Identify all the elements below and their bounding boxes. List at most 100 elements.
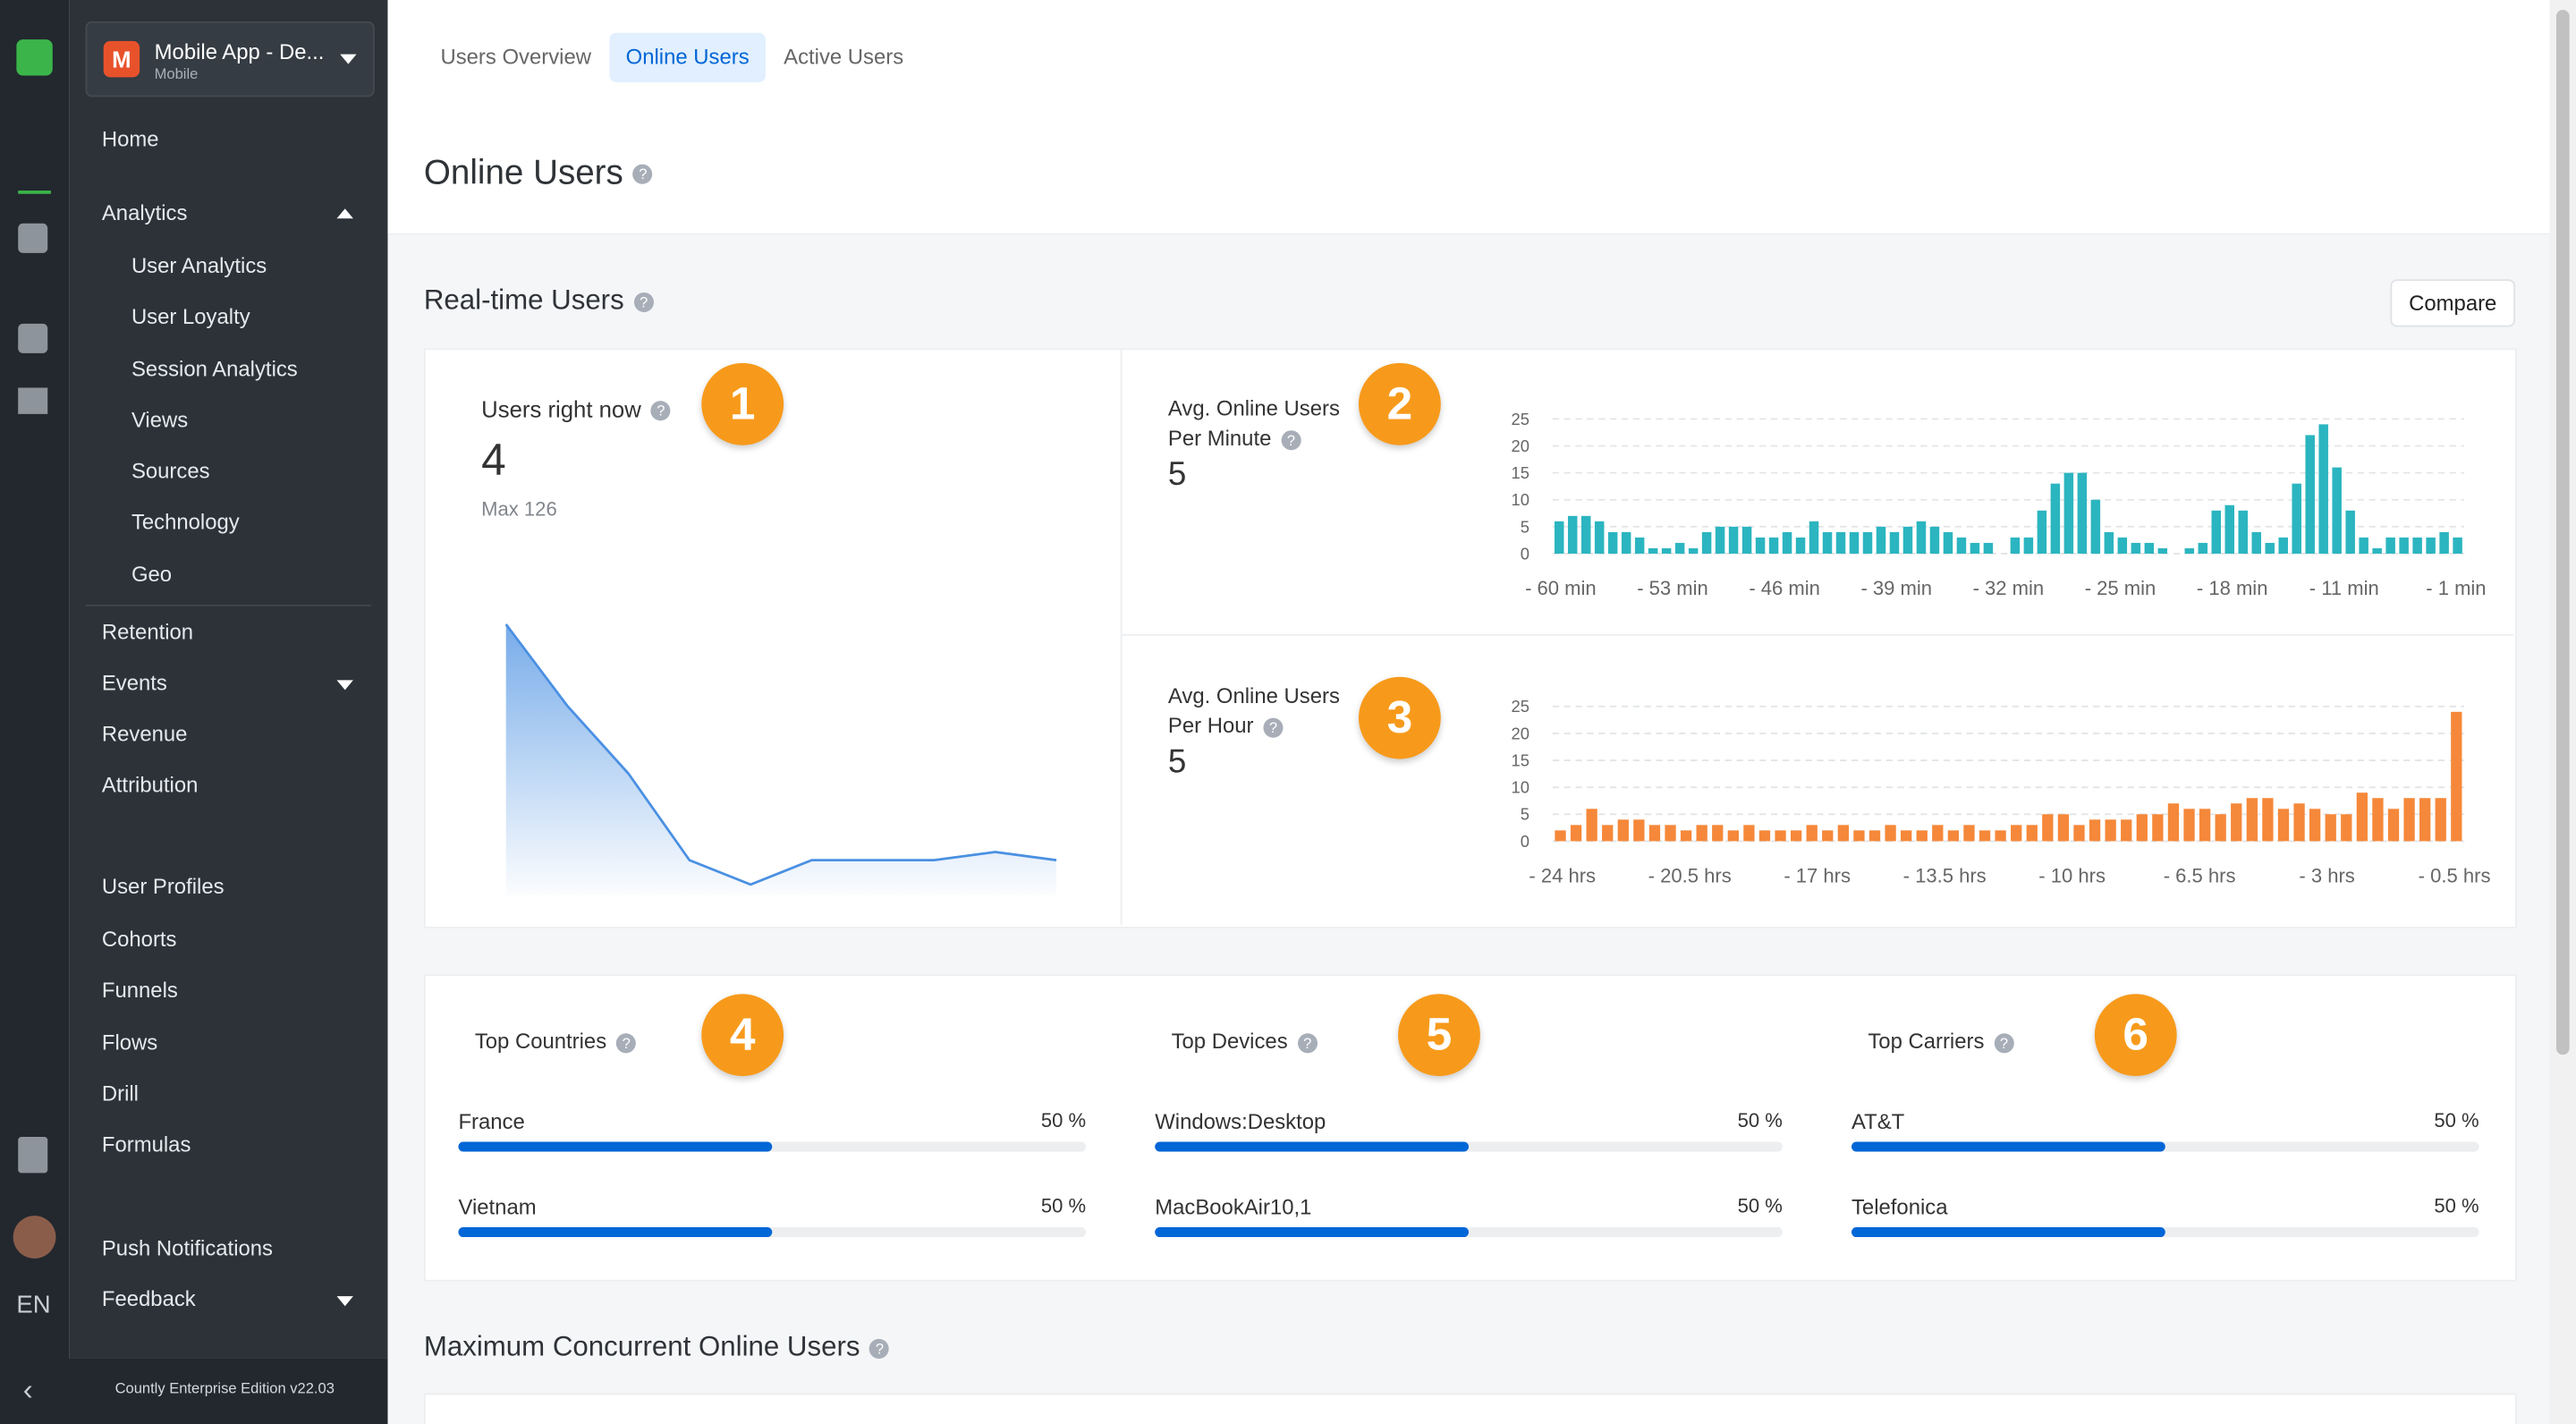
help-icon[interactable]: ?	[633, 292, 654, 312]
bar	[2309, 809, 2321, 842]
footer-bar	[0, 1358, 388, 1424]
edition-label: Countly Enterprise Edition v22.03	[114, 1379, 335, 1397]
bar	[1790, 830, 1802, 842]
tools-icon[interactable]	[18, 323, 48, 353]
nav-item[interactable]: User Loyalty	[131, 303, 250, 329]
nav-item[interactable]: Geo	[131, 562, 173, 587]
tab[interactable]: Online Users	[609, 32, 766, 82]
nav-item[interactable]: Revenue	[101, 721, 188, 746]
label-text: Avg. Online Users Per Hour	[1167, 683, 1340, 738]
collapse-button[interactable]: ‹	[22, 1373, 33, 1407]
nav-item[interactable]: Home	[101, 126, 159, 151]
scrollbar[interactable]	[2549, 0, 2576, 1424]
bar	[1586, 809, 1597, 842]
section-title: Real-time Users?	[424, 284, 654, 318]
bar	[2277, 809, 2290, 842]
bar	[2023, 537, 2034, 554]
compare-button[interactable]: Compare	[2390, 279, 2516, 327]
tab[interactable]: Users Overview	[440, 44, 591, 70]
logo[interactable]	[16, 39, 53, 76]
help-icon[interactable]: ?	[1994, 1032, 2014, 1053]
language[interactable]: EN	[16, 1291, 51, 1319]
label-text: Users right now	[481, 395, 641, 423]
item-name: Vietnam	[458, 1194, 537, 1219]
nav-item[interactable]: Retention	[101, 619, 194, 644]
help-icon[interactable]: ?	[1281, 429, 1301, 450]
nav-item[interactable]: User Profiles	[101, 874, 225, 899]
dashboard-icon[interactable]	[18, 223, 48, 253]
help-icon[interactable]: ?	[1297, 1032, 1318, 1053]
bar	[1862, 531, 1873, 554]
item-name: MacBookAir10,1	[1155, 1194, 1312, 1219]
docs-icon[interactable]	[18, 1137, 48, 1174]
nav-item[interactable]: Session Analytics	[131, 356, 298, 382]
bar	[1947, 830, 1960, 842]
nav-item[interactable]: Views	[131, 407, 189, 433]
avatar[interactable]	[13, 1216, 56, 1259]
nav-item[interactable]: Sources	[131, 458, 210, 483]
tab[interactable]: Active Users	[784, 44, 904, 70]
y-tick-label: 20	[1512, 724, 1530, 742]
help-icon[interactable]: ?	[616, 1032, 637, 1053]
help-icon[interactable]: ?	[1263, 716, 1284, 737]
help-icon[interactable]: ?	[869, 1338, 890, 1359]
bar	[2318, 424, 2328, 554]
analytics-icon[interactable]	[18, 161, 51, 194]
bar	[1696, 825, 1707, 842]
app-selector[interactable]: M Mobile App - De... Mobile	[85, 21, 375, 97]
bar	[1995, 830, 2006, 842]
bar	[1889, 531, 1900, 554]
x-tick-label: - 1 min	[2426, 577, 2486, 599]
bar	[2199, 809, 2211, 842]
users-now-label: Users right now?	[481, 396, 671, 422]
nav-item[interactable]: Funnels	[101, 977, 178, 1003]
bar	[1648, 825, 1661, 842]
bar	[2251, 531, 2261, 554]
item-name: Telefonica	[1851, 1194, 1948, 1219]
nav-item[interactable]: Analytics	[101, 200, 188, 225]
bar	[1567, 515, 1578, 554]
bar	[2057, 814, 2070, 842]
nav-item[interactable]: User Analytics	[131, 252, 267, 278]
progress-track	[458, 1227, 1087, 1238]
scrollbar-thumb[interactable]	[2555, 10, 2570, 1055]
bar	[2305, 435, 2315, 554]
bar	[2077, 472, 2088, 554]
nav-item[interactable]: Flows	[101, 1030, 158, 1055]
nav-item[interactable]: Attribution	[101, 772, 199, 797]
item-percent: 50 %	[2434, 1194, 2479, 1218]
bar	[1728, 526, 1739, 554]
item-percent: 50 %	[2434, 1108, 2479, 1132]
badge: 2	[1358, 362, 1441, 445]
label-text: Avg. Online Users Per Minute	[1167, 395, 1340, 451]
help-icon[interactable]: ?	[632, 165, 653, 185]
nav-item[interactable]: Events	[101, 670, 167, 695]
nav-item[interactable]: Cohorts	[101, 926, 177, 952]
help-icon[interactable]: ?	[650, 401, 671, 421]
bar	[1701, 531, 1712, 554]
list-title: Top Devices?	[1172, 1029, 1318, 1053]
nav-item[interactable]: Drill	[101, 1081, 140, 1106]
bar	[2073, 825, 2085, 842]
bar	[1983, 542, 1994, 554]
bar	[1876, 526, 1886, 554]
bar	[1835, 531, 1846, 554]
nav-item[interactable]: Technology	[131, 509, 240, 534]
sidebar: M Mobile App - De... Mobile	[69, 0, 388, 1359]
bar	[2144, 542, 2155, 554]
progress-bar	[1155, 1227, 1470, 1238]
x-tick-label: - 0.5 hrs	[2419, 864, 2491, 886]
bar	[1775, 830, 1786, 842]
data-icon[interactable]	[18, 387, 48, 414]
page-title: Online Users?	[424, 155, 653, 194]
bar	[2010, 537, 2021, 554]
bar	[1665, 825, 1676, 842]
app-type: Mobile	[154, 65, 199, 82]
bar	[2231, 803, 2242, 842]
nav-item[interactable]: Feedback	[101, 1286, 196, 1311]
progress-bar	[458, 1227, 773, 1238]
nav-item[interactable]: Formulas	[101, 1132, 191, 1157]
nav-item[interactable]: Push Notifications	[101, 1235, 274, 1260]
bar	[1621, 531, 1631, 554]
